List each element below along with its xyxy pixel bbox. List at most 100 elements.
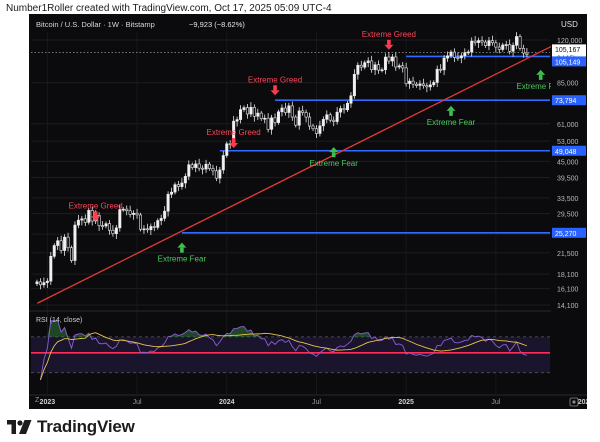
candle-body xyxy=(242,107,246,110)
candle-body xyxy=(321,119,325,127)
candle-body xyxy=(49,256,53,282)
candle-body xyxy=(187,164,191,177)
candle-body xyxy=(390,56,394,62)
rsi-overbought-fill xyxy=(40,320,527,337)
price-axis-tick: 85,000 xyxy=(557,81,579,88)
candle-body xyxy=(145,228,149,231)
candle-body xyxy=(466,51,470,54)
candle-body xyxy=(101,225,105,227)
candle-body xyxy=(239,109,243,120)
candle-body xyxy=(518,36,522,49)
candle-body xyxy=(335,111,339,122)
candle-body xyxy=(442,57,446,71)
candle-body xyxy=(314,128,318,134)
level-price-tag xyxy=(552,56,586,67)
currency-label: USD xyxy=(561,20,578,29)
candle-body xyxy=(349,95,353,104)
chart-author-caption: Number1Roller created with TradingView.c… xyxy=(6,3,332,14)
candle-body xyxy=(463,52,467,57)
candle-body xyxy=(504,44,508,46)
candle-body xyxy=(180,182,184,187)
price-axis-tick: 18,100 xyxy=(557,272,579,279)
time-axis-layer: 2023 Jul 2024 Jul 2025 Jul 2026 xyxy=(29,394,587,407)
candle-body xyxy=(132,212,136,215)
candle-body xyxy=(52,245,56,257)
candle-body xyxy=(211,168,215,172)
rsi-moving-average xyxy=(40,332,528,381)
candle-body xyxy=(408,80,412,84)
candle-body xyxy=(87,210,91,223)
price-axis-tick: 61,000 xyxy=(557,122,579,129)
candle-body xyxy=(497,46,501,50)
extreme-greed-label: Extreme Greed xyxy=(362,30,416,39)
grid-layer xyxy=(29,32,587,394)
level-price-tag xyxy=(552,95,586,106)
candle-body xyxy=(83,218,87,223)
timezone-corner-label[interactable]: Z xyxy=(35,397,40,404)
last-price-value: 105,167 xyxy=(555,47,580,54)
greed-arrow-head xyxy=(270,90,280,96)
candle-body xyxy=(42,282,46,286)
extreme-fear-label: Extreme Fear xyxy=(427,118,476,127)
candle-body xyxy=(128,210,132,215)
tradingview-wordmark: TradingView xyxy=(37,417,135,436)
time-axis-tick: 2023 xyxy=(40,399,56,406)
tradingview-logo[interactable]: TradingView xyxy=(7,414,135,440)
rsi-layer: 80.0040.0059.8949.4547.37 xyxy=(31,320,585,381)
candle-body xyxy=(304,112,308,118)
price-axis-tick: 120,000 xyxy=(557,38,582,45)
candle-body xyxy=(490,40,494,44)
candle-body xyxy=(345,102,349,111)
candle-body xyxy=(66,236,70,249)
candle-body xyxy=(63,236,67,251)
candle-body xyxy=(425,85,429,88)
candle-body xyxy=(342,108,346,111)
candle-body xyxy=(59,240,63,251)
symbol-title: Bitcoin / U.S. Dollar · 1W · Bitstamp xyxy=(36,20,155,29)
candle-body xyxy=(170,191,174,195)
candle-body xyxy=(501,44,505,50)
price-chart[interactable]: Extreme Greed Extreme Greed Extreme Greed E… xyxy=(29,14,587,409)
tradingview-logo-icon xyxy=(7,420,32,434)
level-price-tag xyxy=(552,145,586,156)
candle-body xyxy=(318,125,322,134)
candle-body xyxy=(104,223,108,227)
fear-arrow-shaft xyxy=(331,152,336,158)
candle-body xyxy=(439,68,443,71)
fear-arrow-shaft xyxy=(180,247,184,253)
settings-gear-icon xyxy=(569,397,579,407)
candle-body xyxy=(521,48,525,54)
extreme-fear-label: Extreme Fear xyxy=(516,82,565,91)
candle-body xyxy=(125,208,129,212)
candle-body xyxy=(173,184,177,193)
price-axis-layer: 120,000 85,000 61,000 53,000 45,000 39,500 33,… xyxy=(551,14,587,409)
candle-body xyxy=(397,65,401,68)
candle-body xyxy=(508,44,512,52)
time-axis-tick: Jul xyxy=(133,399,142,406)
rsi-title: RSI (14, close) xyxy=(36,317,82,324)
fear-arrow-shaft xyxy=(449,110,453,116)
candle-body xyxy=(483,41,487,46)
candle-body xyxy=(456,57,460,59)
extreme-fear-label: Extreme Fear xyxy=(158,255,207,264)
candle-body xyxy=(470,40,474,53)
candle-body xyxy=(325,114,329,120)
candle-body xyxy=(277,111,281,123)
fear-arrow-head xyxy=(177,242,187,248)
candle-body xyxy=(35,281,39,285)
candle-body xyxy=(197,163,201,169)
candle-body xyxy=(90,210,94,222)
level-price-value: 73,794 xyxy=(555,98,577,105)
extreme-fear-label: Extreme Fear xyxy=(309,159,358,168)
candle-body xyxy=(452,51,456,58)
candle-body xyxy=(183,175,187,184)
candle-body xyxy=(249,106,253,115)
candle-body xyxy=(380,69,384,72)
candle-body xyxy=(421,83,425,86)
candle-body xyxy=(121,208,125,211)
candle-body xyxy=(38,281,42,286)
candle-body xyxy=(97,215,101,226)
candle-body xyxy=(459,55,463,59)
candle-body xyxy=(311,125,315,130)
candle-body xyxy=(352,73,356,97)
